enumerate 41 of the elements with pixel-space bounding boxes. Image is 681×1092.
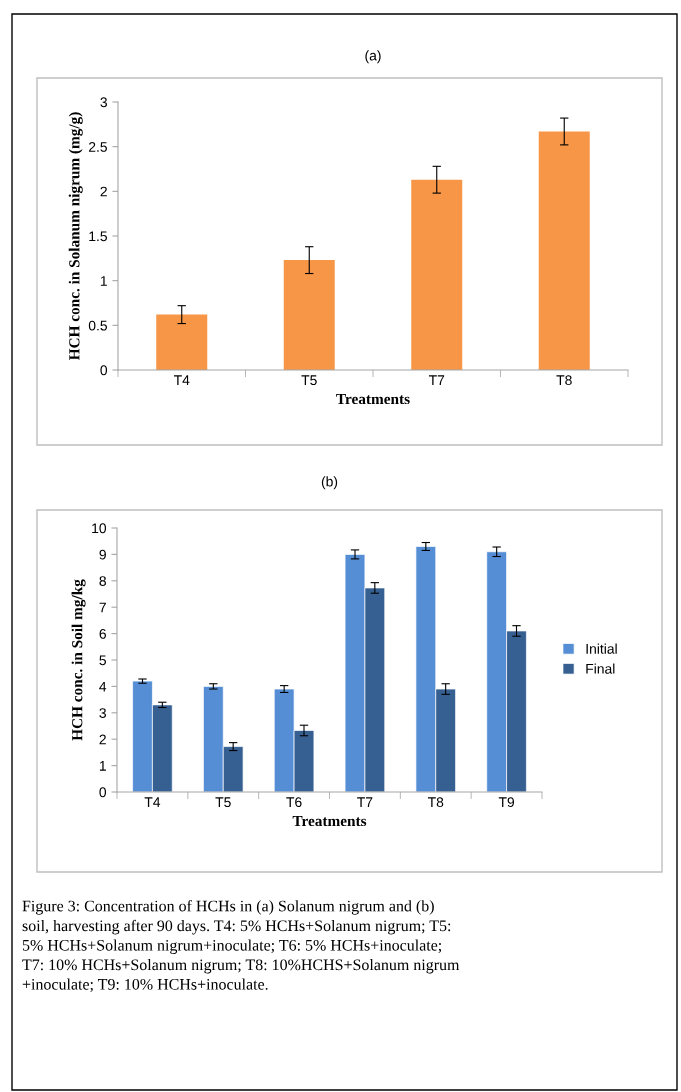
y-tick-label: 7 (99, 602, 106, 613)
y-tick-label: 3 (99, 708, 106, 718)
x-tick-label: T5 (215, 797, 231, 808)
legend-label: Initial (586, 643, 617, 654)
x-tick-label: T8 (427, 797, 444, 808)
y-tick-label: 2 (99, 734, 106, 745)
chart-title: (b) (321, 476, 338, 490)
y-tick-label: 1 (100, 276, 107, 286)
x-tick-label: T5 (301, 375, 317, 386)
y-tick-label: 4 (99, 681, 107, 692)
y-tick-label: 10 (92, 523, 107, 534)
y-tick-label: 1.5 (89, 231, 107, 242)
y-tick-label: 8 (99, 576, 106, 586)
x-tick-label: T7 (428, 375, 445, 385)
y-axis-title: HCH conc. in Solanum nigrum (mg/g) (68, 112, 83, 361)
x-tick-label: T9 (498, 797, 515, 808)
chart-title: (a) (365, 50, 381, 64)
x-tick-label: T4 (173, 375, 190, 385)
x-axis-title: Treatments (336, 393, 410, 405)
x-axis-title: Treatments (292, 815, 367, 827)
y-tick-label: 9 (99, 549, 106, 560)
legend-label: Final (586, 663, 615, 674)
x-tick-label: T8 (556, 375, 572, 386)
y-tick-label: 1 (99, 761, 106, 771)
x-tick-label: T4 (144, 797, 161, 807)
y-tick-label: 2.5 (88, 142, 107, 152)
x-tick-label: T6 (286, 797, 302, 808)
bar (283, 260, 335, 370)
x-tick-label: T7 (357, 797, 373, 807)
bar (156, 314, 208, 370)
y-tick-label: 5 (99, 655, 106, 666)
y-tick-label: 0 (100, 365, 108, 376)
caption: Figure 3: Concentration of HCHs in (a) Solanum nigrum and (b) soil, harvesting after 90 days. T4: 5% HCHs+Solanum nigrum; T5: 5% HCHs+Solanum nigrum+inoculate; T6: 5% HCHs+inoculate; T7: 10% HCHs+Solanum nigrum; T8: 10%HCHS+Solanum nigrum +inoculate; T9: 10% HCHs+inoculate. (22, 900, 460, 993)
y-axis-title: HCH conc. in Soil mg/kg (71, 579, 86, 741)
y-tick-label: 3 (100, 97, 107, 108)
bar (411, 179, 463, 370)
y-tick-label: 0.5 (88, 320, 107, 331)
y-tick-label: 2 (100, 186, 107, 197)
bar (538, 131, 590, 370)
y-tick-label: 0 (99, 787, 107, 798)
y-tick-label: 6 (99, 628, 106, 639)
